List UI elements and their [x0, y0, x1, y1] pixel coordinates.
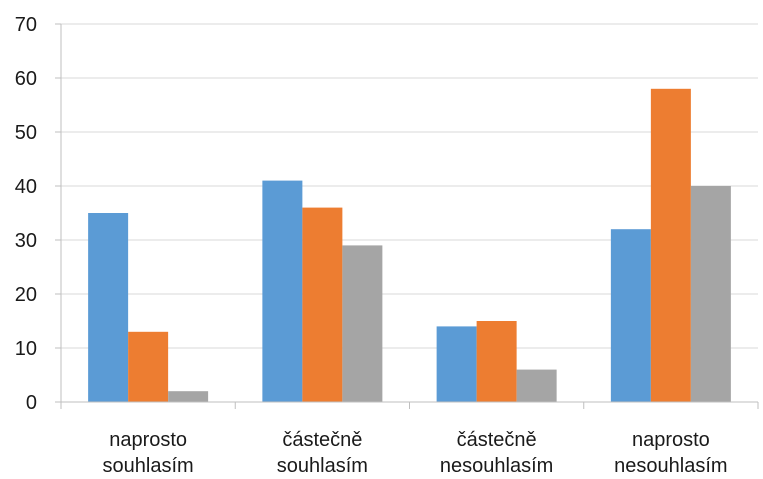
- x-category-label: částečně: [457, 429, 537, 451]
- bar-series2-cat4: [650, 88, 691, 403]
- y-tick-label: 0: [26, 392, 37, 414]
- bar-series1-cat2: [262, 180, 303, 402]
- bar-series2-cat2: [302, 207, 343, 402]
- x-category-label: naprosto: [109, 429, 187, 451]
- bars: [88, 88, 731, 403]
- bar-series3-cat4: [690, 186, 731, 402]
- bar-series3-cat1: [168, 391, 209, 402]
- bar-series1-cat3: [436, 326, 477, 402]
- x-axis-category-labels: naprosto souhlasím částečně souhlasím částeč…: [103, 429, 728, 477]
- y-axis-tick-labels: 0 10 20 30 40 50 60 70: [15, 14, 37, 414]
- x-category-label: souhlasím: [103, 455, 194, 477]
- bar-series3-cat2: [342, 245, 383, 402]
- y-tick-label: 70: [15, 14, 37, 36]
- x-category-label: naprosto: [632, 429, 710, 451]
- y-tick-label: 30: [15, 230, 37, 252]
- bar-series1-cat4: [610, 229, 651, 402]
- gridlines: [61, 23, 758, 349]
- axes: [55, 23, 759, 409]
- bar-series2-cat1: [128, 331, 169, 402]
- y-tick-label: 50: [15, 122, 37, 144]
- bar-series1-cat1: [88, 213, 129, 402]
- y-tick-label: 10: [15, 338, 37, 360]
- x-category-label: částečně: [282, 429, 362, 451]
- y-tick-label: 20: [15, 284, 37, 306]
- x-category-label: souhlasím: [277, 455, 368, 477]
- x-category-label: nesouhlasím: [614, 455, 727, 477]
- bar-series2-cat3: [476, 321, 517, 402]
- y-tick-label: 60: [15, 68, 37, 90]
- x-category-label: nesouhlasím: [440, 455, 553, 477]
- y-tick-label: 40: [15, 176, 37, 198]
- bar-series3-cat3: [516, 369, 557, 402]
